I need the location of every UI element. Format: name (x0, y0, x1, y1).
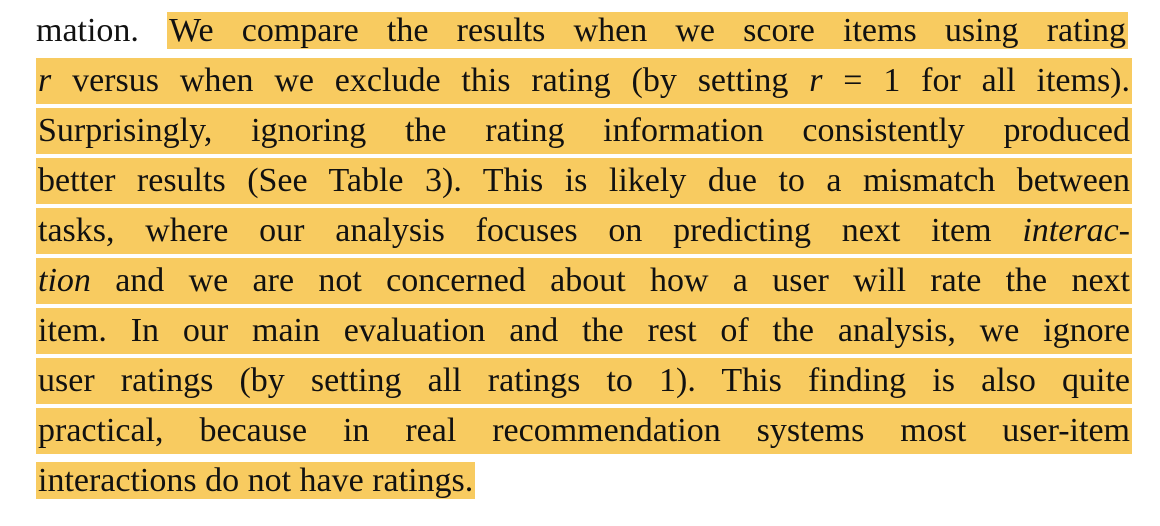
highlighted-text: interactions do not have ratings. (36, 462, 476, 499)
italic-word: tion (38, 262, 91, 299)
italic-word: interac- (1022, 212, 1130, 249)
text-line-8: user ratings (by setting all ratings to … (36, 358, 1132, 404)
text-segment: versus when we exclude this rating (by s… (51, 62, 810, 99)
text-segment: and we are not concerned about how a use… (90, 262, 1130, 299)
text-line-10: interactions do not have ratings. (36, 458, 1128, 504)
text-line-7: item. In our main evaluation and the res… (36, 308, 1132, 354)
text-segment: tasks, where our analysis focuses on pre… (38, 212, 1023, 249)
text-line-4: better results (See Table 3). This is li… (36, 158, 1132, 204)
variable-r: r (38, 62, 52, 99)
text-line-9: practical, because in real recommendatio… (36, 408, 1132, 454)
text-line-3: Surprisingly, ignoring the rating inform… (36, 108, 1132, 154)
text-line-5: tasks, where our analysis focuses on pre… (36, 208, 1132, 254)
highlighted-text: We compare the results when we score ite… (167, 12, 1129, 49)
text-line-2: r versus when we exclude this rating (by… (36, 58, 1132, 104)
text-line-1: mation. We compare the results when we s… (36, 8, 1129, 54)
text-segment: = 1 for all items). (822, 62, 1131, 99)
variable-r: r (809, 62, 823, 99)
text-line-6: tion and we are not concerned about how … (36, 258, 1132, 304)
unhighlighted-text: mation. (36, 12, 139, 49)
